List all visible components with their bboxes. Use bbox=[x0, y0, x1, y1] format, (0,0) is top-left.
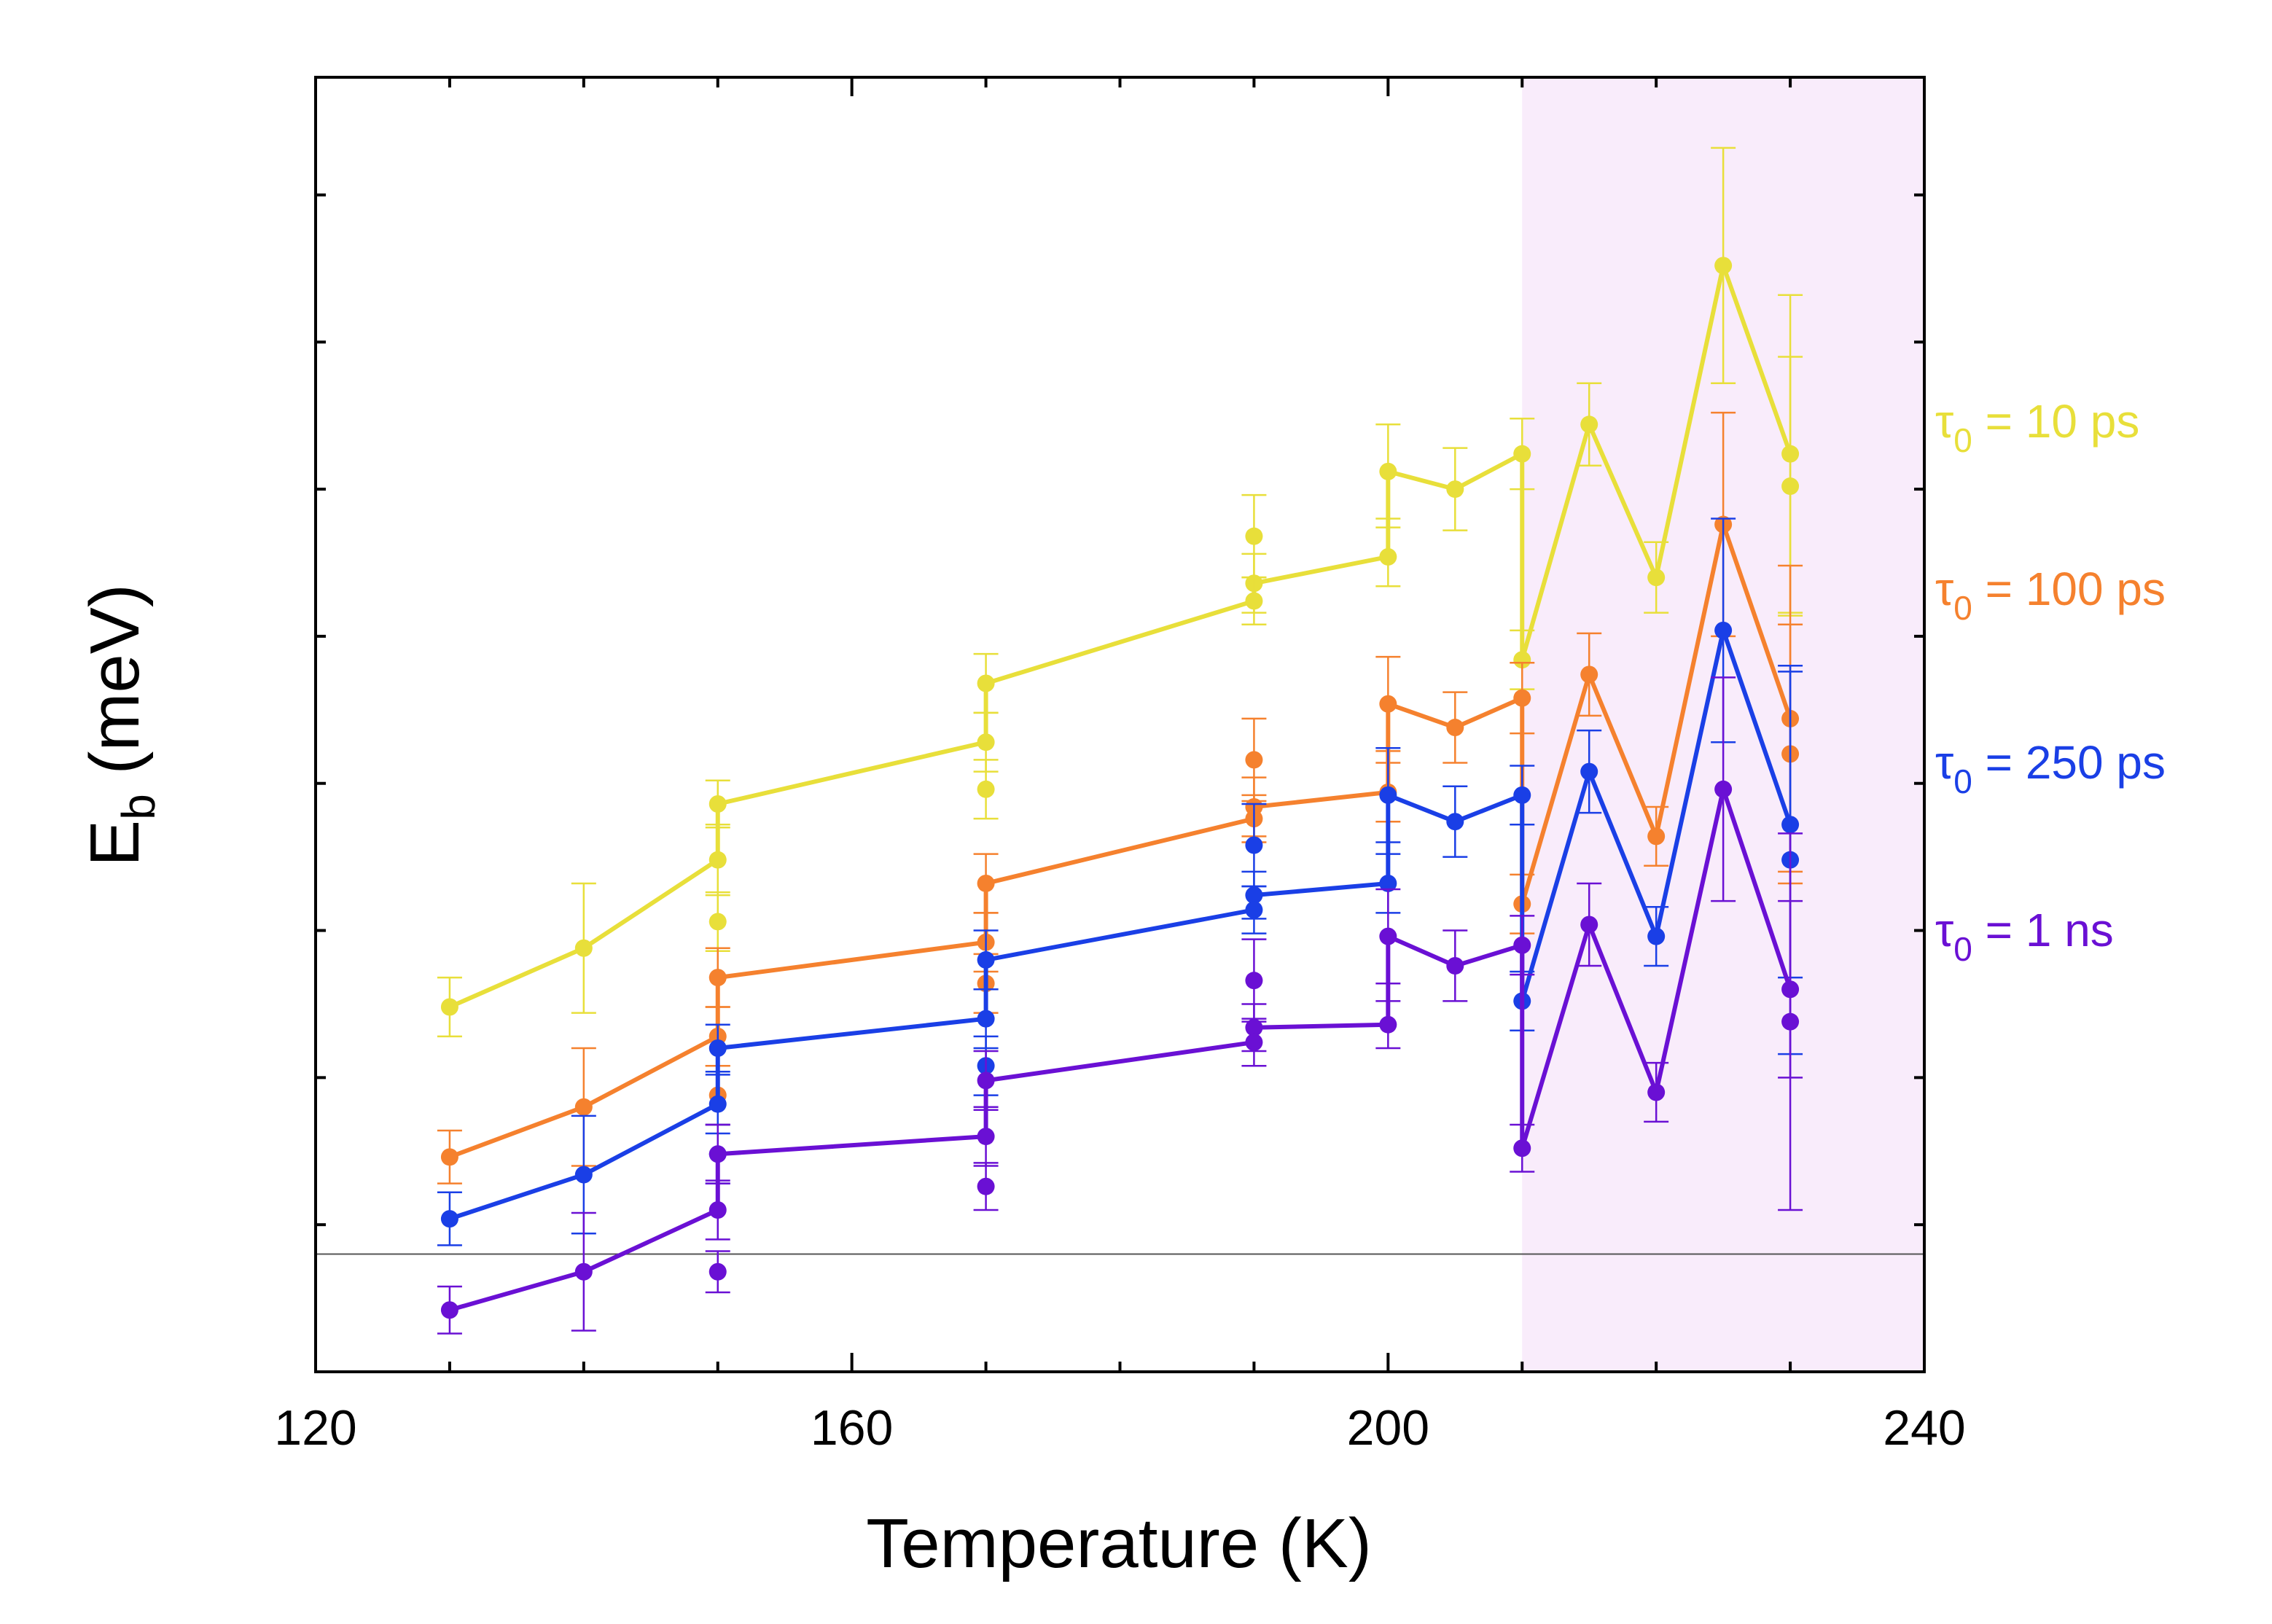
data-point bbox=[1513, 651, 1531, 669]
data-point bbox=[1513, 689, 1531, 707]
data-point bbox=[1446, 480, 1464, 499]
legend-value: = 250 ps bbox=[1972, 736, 2166, 789]
data-point bbox=[977, 950, 995, 969]
x-tick-label: 240 bbox=[1883, 1400, 1965, 1456]
data-point bbox=[708, 851, 727, 869]
data-point bbox=[708, 1039, 727, 1057]
data-point bbox=[977, 874, 995, 892]
data-point bbox=[1379, 927, 1397, 945]
data-point bbox=[1379, 874, 1397, 892]
data-point bbox=[1781, 1012, 1800, 1031]
data-point bbox=[574, 1098, 593, 1116]
legend-tau: τ bbox=[1935, 395, 1953, 448]
data-point bbox=[708, 795, 727, 813]
x-tick-label: 200 bbox=[1347, 1400, 1429, 1456]
data-point bbox=[1714, 257, 1733, 275]
data-point bbox=[977, 780, 995, 798]
legend-subscript: 0 bbox=[1953, 762, 1972, 800]
y-axis-title-main: E bbox=[76, 820, 154, 867]
ticks-layer: 120 160 200 240 bbox=[274, 77, 1966, 1456]
data-point bbox=[1379, 786, 1397, 804]
legend-value: = 100 ps bbox=[1972, 563, 2166, 615]
legend-entry-0: τ0 = 10 ps bbox=[1935, 395, 2139, 459]
data-point bbox=[977, 1071, 995, 1090]
data-point bbox=[1245, 972, 1263, 990]
data-point bbox=[1379, 547, 1397, 566]
data-point bbox=[1781, 477, 1800, 496]
data-point bbox=[1513, 1139, 1531, 1158]
data-point bbox=[1245, 901, 1263, 919]
legend-entry-3: τ0 = 1 ns bbox=[1935, 904, 2114, 968]
data-point bbox=[708, 1201, 727, 1219]
data-point bbox=[574, 939, 593, 957]
legend-value: = 1 ns bbox=[1972, 904, 2114, 956]
series-2 bbox=[437, 518, 1803, 1246]
legend-tau: τ bbox=[1935, 904, 1953, 956]
data-point bbox=[977, 674, 995, 692]
data-point bbox=[1580, 415, 1598, 434]
legend-value: = 10 ps bbox=[1972, 395, 2140, 448]
data-point bbox=[440, 1148, 458, 1166]
data-point bbox=[708, 1262, 727, 1281]
data-point bbox=[1580, 762, 1598, 781]
data-point bbox=[574, 1166, 593, 1184]
data-point bbox=[1245, 592, 1263, 610]
data-point bbox=[1513, 445, 1531, 463]
data-point bbox=[440, 998, 458, 1016]
legend-entry-2: τ0 = 250 ps bbox=[1935, 736, 2166, 800]
data-point bbox=[977, 733, 995, 752]
y-axis-title-unit: (meV) bbox=[76, 584, 154, 794]
data-point bbox=[574, 1262, 593, 1281]
data-point bbox=[1446, 813, 1464, 831]
legend-entry-1: τ0 = 100 ps bbox=[1935, 563, 2166, 627]
data-point bbox=[1714, 780, 1733, 798]
data-point bbox=[1379, 1015, 1397, 1034]
data-point bbox=[1647, 827, 1666, 846]
legend-tau: τ bbox=[1935, 563, 1953, 615]
y-axis-title: Eb (meV) bbox=[76, 584, 165, 867]
series-3 bbox=[437, 676, 1803, 1335]
x-axis-title: Temperature (K) bbox=[866, 1504, 1372, 1582]
data-point bbox=[440, 1210, 458, 1228]
data-point bbox=[1379, 462, 1397, 480]
data-point bbox=[708, 969, 727, 987]
data-point bbox=[1245, 836, 1263, 854]
series-layer bbox=[437, 147, 1803, 1335]
data-point bbox=[977, 1177, 995, 1195]
data-point bbox=[1647, 569, 1666, 587]
data-point bbox=[1647, 1083, 1666, 1101]
series-0 bbox=[437, 147, 1803, 1038]
data-point bbox=[708, 1145, 727, 1163]
data-point bbox=[1513, 936, 1531, 954]
data-point bbox=[1647, 927, 1666, 945]
x-tick-label: 160 bbox=[811, 1400, 893, 1456]
legend-subscript: 0 bbox=[1953, 421, 1972, 459]
legend-subscript: 0 bbox=[1953, 589, 1972, 627]
legend-tau: τ bbox=[1935, 736, 1953, 789]
data-point bbox=[1513, 786, 1531, 804]
data-point bbox=[977, 1010, 995, 1028]
data-point bbox=[440, 1301, 458, 1319]
data-point bbox=[1580, 665, 1598, 684]
data-point bbox=[977, 1128, 995, 1146]
y-axis-title-subscript: b bbox=[112, 794, 165, 820]
data-point bbox=[1446, 719, 1464, 737]
data-point bbox=[1245, 1033, 1263, 1051]
data-point bbox=[1446, 956, 1464, 975]
data-point bbox=[708, 1095, 727, 1113]
data-point bbox=[1245, 751, 1263, 769]
data-point bbox=[1245, 527, 1263, 545]
data-point bbox=[708, 913, 727, 931]
data-point bbox=[1379, 695, 1397, 713]
x-tick-label: 120 bbox=[274, 1400, 356, 1456]
data-point bbox=[1580, 916, 1598, 934]
legend-subscript: 0 bbox=[1953, 930, 1972, 968]
data-point bbox=[1714, 621, 1733, 639]
